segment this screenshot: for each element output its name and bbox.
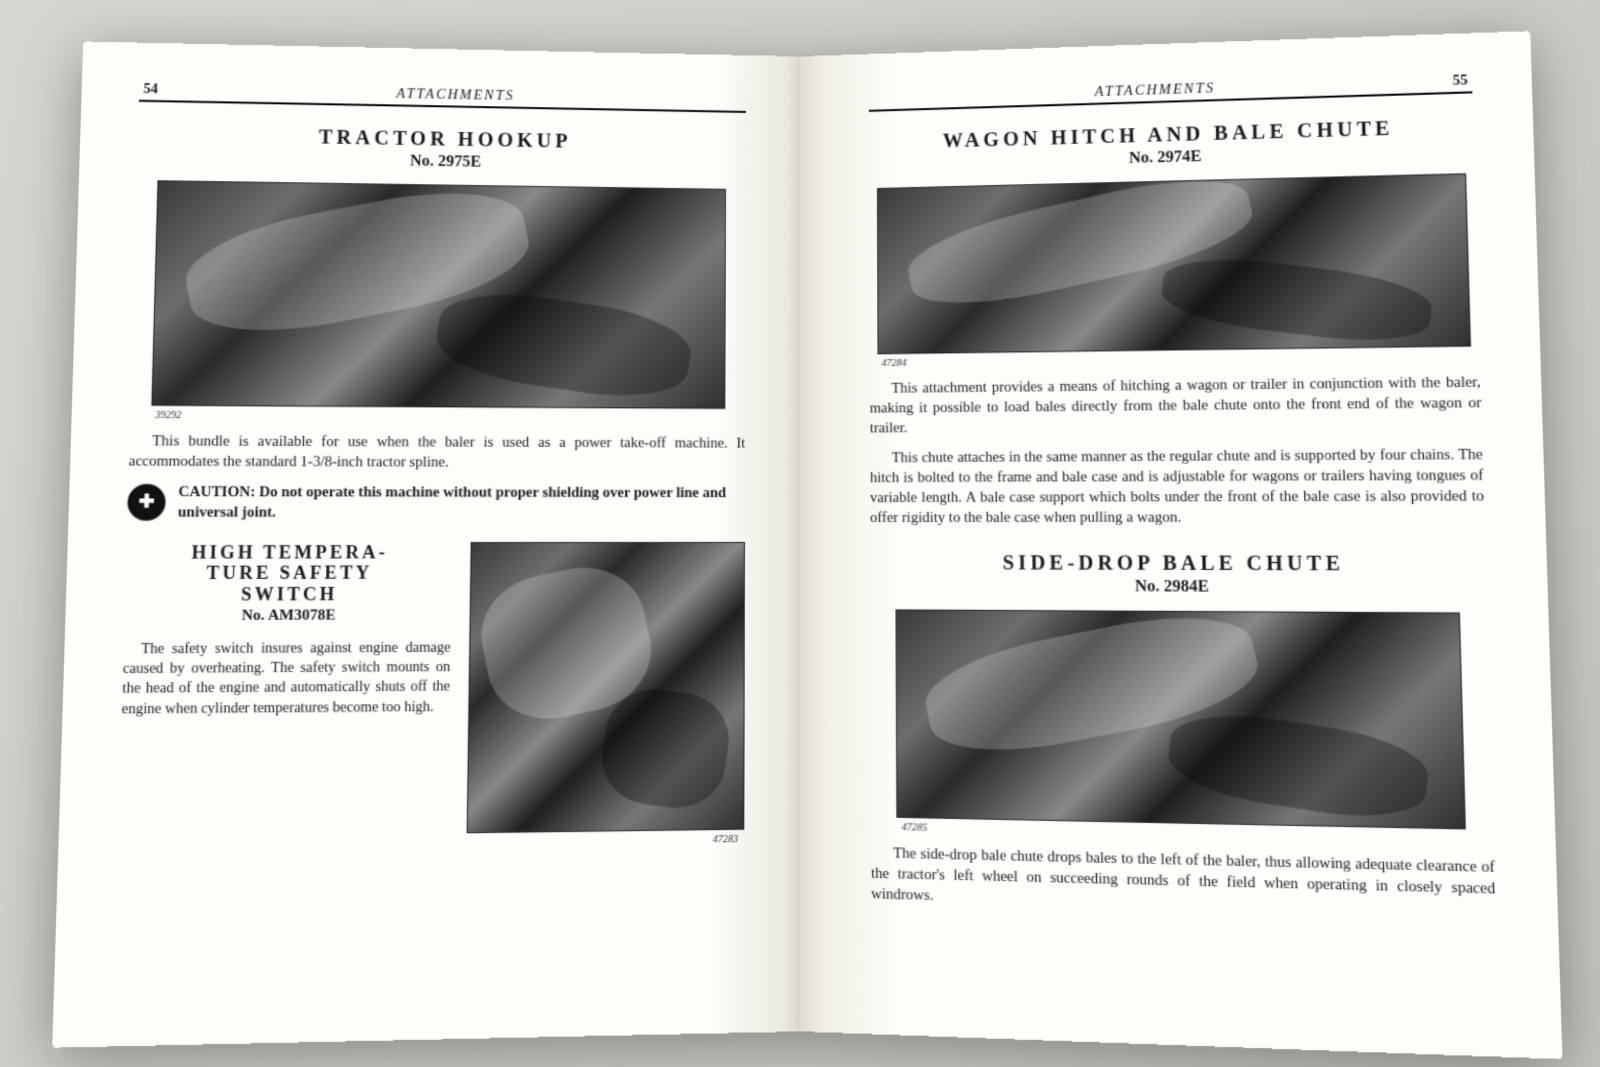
temp-switch-body: The safety switch insures against engine… <box>121 638 450 720</box>
wagon-hitch-body2: This chute attaches in the same manner a… <box>870 444 1485 527</box>
wagon-hitch-figure <box>877 173 1471 354</box>
caution-icon <box>127 483 166 520</box>
side-drop-body: The side-drop bale chute drops bales to … <box>871 842 1496 921</box>
side-drop-title: SIDE-DROP BALE CHUTE <box>870 552 1486 577</box>
temp-switch-figcol: 47283 <box>466 541 744 848</box>
side-drop-figure <box>896 609 1466 829</box>
temp-switch-figure <box>467 541 745 832</box>
temp-switch-title-2: TURE SAFETY <box>125 562 452 584</box>
tractor-hookup-body: This bundle is available for use when th… <box>128 431 745 473</box>
page-number-left: 54 <box>143 82 158 98</box>
page-left: 54 ATTACHMENTS TRACTOR HOOKUP No. 2975E … <box>53 41 800 1047</box>
open-book: 54 ATTACHMENTS TRACTOR HOOKUP No. 2975E … <box>75 56 1525 1031</box>
wagon-hitch-body1: This attachment provides a means of hitc… <box>870 372 1483 438</box>
temp-switch-title-3: SWITCH <box>125 583 452 605</box>
page-right: ATTACHMENTS 55 WAGON HITCH AND BALE CHUT… <box>800 31 1562 1059</box>
temp-switch-fignum: 47283 <box>466 833 744 848</box>
tractor-hookup-figure <box>151 180 726 409</box>
page-header-right: ATTACHMENTS 55 <box>869 73 1473 112</box>
page-number-right: 55 <box>1452 73 1467 90</box>
side-drop-partno: No. 2984E <box>870 577 1487 598</box>
section-header-right: ATTACHMENTS <box>869 73 1453 107</box>
temp-switch-partno: No. AM3078E <box>124 606 451 625</box>
temp-switch-title-1: HIGH TEMPERA- <box>126 541 452 562</box>
tractor-hookup-fignum: 39292 <box>155 409 745 423</box>
caution-label: CAUTION: Do not operate this machine wit… <box>178 484 726 521</box>
temp-switch-textcol: HIGH TEMPERA- TURE SAFETY SWITCH No. AM3… <box>118 541 453 852</box>
spacer <box>870 537 1486 552</box>
temp-switch-row: HIGH TEMPERA- TURE SAFETY SWITCH No. AM3… <box>118 541 745 853</box>
caution-text: CAUTION: Do not operate this machine wit… <box>178 482 745 524</box>
page-header-left: 54 ATTACHMENTS <box>139 82 746 113</box>
section-header-left: ATTACHMENTS <box>158 82 746 109</box>
